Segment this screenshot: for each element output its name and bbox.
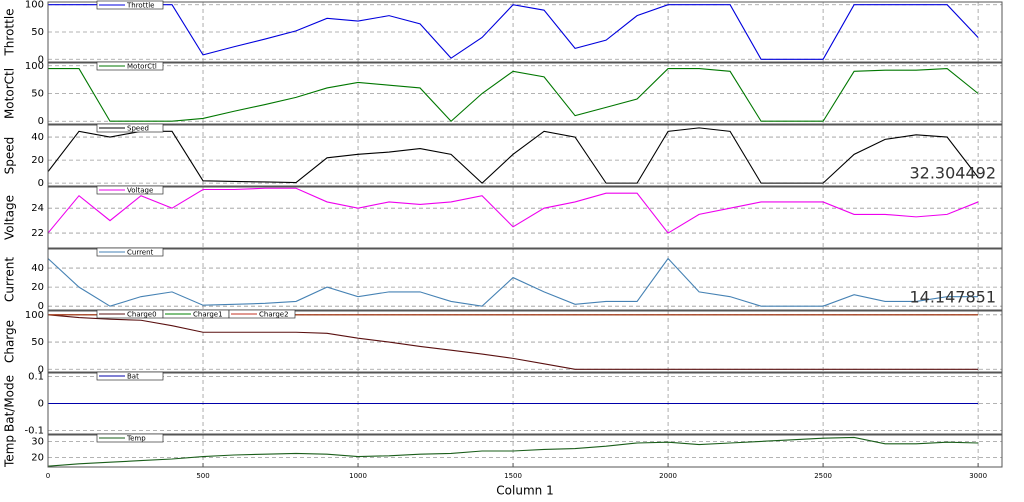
legend-box (228, 309, 296, 319)
plot-area (47, 310, 1003, 373)
y-tick-label: 50 (31, 89, 44, 100)
y-tick-label: 0.1 (28, 372, 44, 383)
legend-label: MotorCtl (127, 63, 157, 71)
legend-box (96, 185, 164, 195)
legend-label: Throttle (126, 2, 154, 10)
legend-label: Current (127, 249, 154, 257)
y-tick-label: 0 (38, 301, 44, 312)
y-tick-label: 0 (38, 178, 44, 189)
x-tick-label: 0 (46, 472, 50, 480)
legend-label: Bat (127, 373, 139, 381)
y-tick-label: -0.1 (24, 425, 44, 436)
y-axis-label: Temp (3, 435, 17, 468)
annotation: 32.304492 (909, 164, 996, 183)
y-tick-label: 24 (31, 203, 44, 214)
y-axis-label: Speed (3, 137, 17, 175)
y-axis-label: Bat/Mode (3, 375, 17, 432)
plot-frame (47, 124, 1003, 187)
legend-label: Voltage (127, 187, 153, 195)
y-tick-label: 30 (31, 436, 44, 447)
y-tick-label: 0 (38, 399, 44, 410)
y-axis-label: MotorCtl (3, 68, 17, 119)
legend-label: Temp (126, 435, 146, 443)
plot-frame (47, 1, 1003, 63)
x-tick-label: 1000 (349, 472, 367, 480)
plot-frame (47, 62, 1003, 125)
series-line (48, 257, 979, 307)
plot-frame (47, 434, 1003, 468)
x-tick-label: 1500 (504, 472, 522, 480)
x-tick-label: 3000 (969, 472, 987, 480)
series-line (48, 436, 979, 467)
plot-area (47, 248, 1003, 311)
y-axis-label: Throttle (3, 8, 17, 56)
plot-frame (47, 186, 1003, 249)
legend-label: Charge0 (127, 311, 157, 319)
plot-area (47, 186, 1003, 249)
series-line (48, 4, 979, 60)
y-tick-label: 100 (25, 310, 44, 321)
y-tick-label: 0 (38, 116, 44, 127)
annotation: 14.147851 (909, 288, 996, 307)
x-tick-label: 2500 (814, 472, 832, 480)
legend-label: Charge2 (259, 311, 289, 319)
legend-box (96, 371, 164, 381)
plot-area (47, 434, 1003, 468)
y-tick-label: 22 (31, 228, 44, 239)
y-tick-label: 50 (31, 337, 44, 348)
plot-area (47, 124, 1003, 187)
series-line (48, 314, 979, 370)
legend-box (96, 61, 164, 71)
y-tick-label: 100 (25, 0, 44, 11)
x-tick-label: 500 (196, 472, 209, 480)
legend-box (96, 433, 164, 443)
y-tick-label: 20 (31, 282, 44, 293)
y-axis-label: Current (3, 257, 17, 302)
y-tick-label: 20 (31, 452, 44, 463)
plot-frame (47, 248, 1003, 311)
y-tick-label: 40 (31, 263, 44, 274)
y-axis-label: Voltage (3, 195, 17, 240)
legend-label: Charge1 (193, 311, 223, 319)
y-tick-label: 0 (38, 364, 44, 375)
legend-box (96, 0, 164, 10)
series-line (48, 187, 979, 234)
x-tick-label: 2000 (659, 472, 677, 480)
legend-label: Speed (127, 125, 149, 133)
y-tick-label: 40 (31, 132, 44, 143)
plot-frame (47, 372, 1003, 435)
series-line (48, 127, 979, 184)
y-tick-label: 50 (31, 27, 44, 38)
series-line (48, 67, 979, 122)
y-tick-label: 100 (25, 61, 44, 72)
legend-box (96, 247, 164, 257)
x-axis-label: Column 1 (496, 484, 553, 498)
y-tick-label: 20 (31, 155, 44, 166)
y-tick-label: 0 (38, 54, 44, 65)
legend-box (96, 123, 164, 133)
plot-frame (47, 310, 1003, 373)
y-axis-label: Charge (3, 320, 17, 363)
